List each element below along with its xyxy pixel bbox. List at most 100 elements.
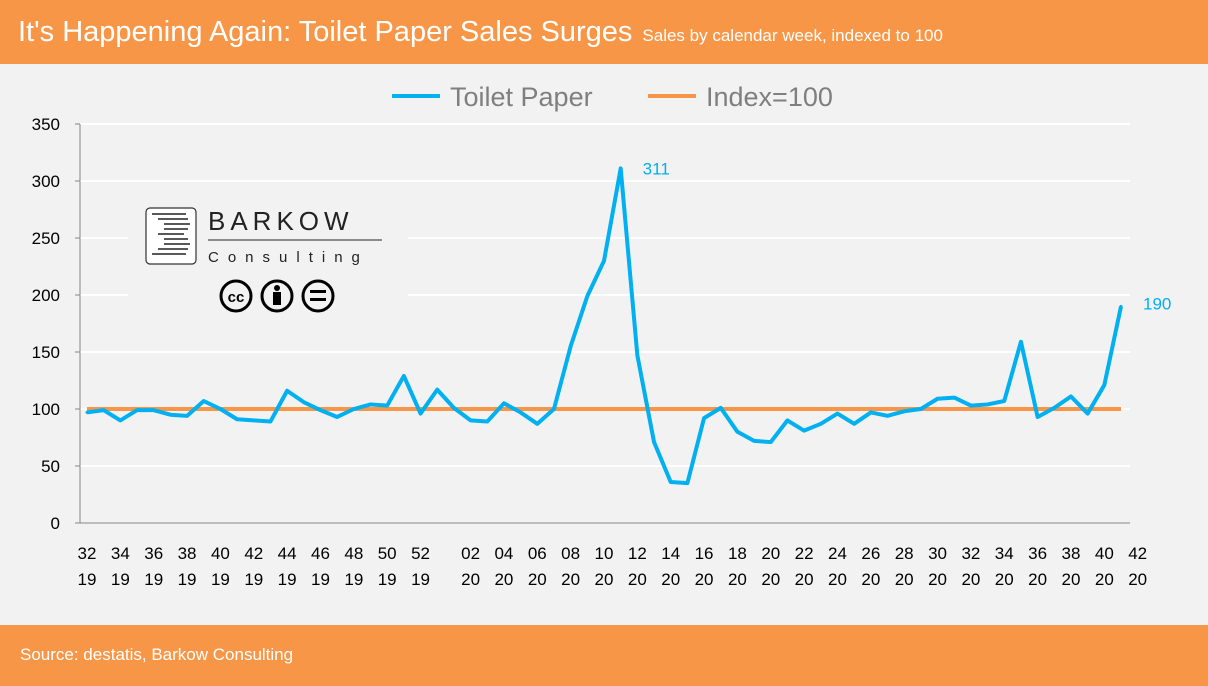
data-point (1002, 399, 1006, 403)
footer-source: Source: destatis, Barkow Consulting (0, 625, 1208, 686)
x-tick-label-week: 28 (895, 544, 914, 563)
x-tick-label-year: 20 (895, 570, 914, 589)
data-point (335, 415, 339, 419)
x-tick-label-week: 42 (244, 544, 263, 563)
data-point (135, 408, 139, 412)
x-tick-label-year: 20 (1095, 570, 1114, 589)
legend-label-toilet-paper: Toilet Paper (450, 82, 593, 112)
x-tick-label-year: 20 (494, 570, 513, 589)
y-tick-label: 100 (32, 400, 60, 419)
data-point (685, 481, 689, 485)
y-tick-label: 300 (32, 172, 60, 191)
data-point (385, 404, 389, 408)
x-tick-label-week: 38 (1062, 544, 1081, 563)
x-tick-label-week: 36 (1028, 544, 1047, 563)
data-point (202, 399, 206, 403)
x-tick-label-year: 20 (595, 570, 614, 589)
x-tick-label-week: 42 (1128, 544, 1147, 563)
data-point (1102, 383, 1106, 387)
legend: Toilet Paper Index=100 (392, 82, 833, 112)
x-tick-label-year: 20 (1128, 570, 1147, 589)
legend-label-index: Index=100 (706, 82, 833, 112)
data-point (235, 417, 239, 421)
x-tick-label-week: 44 (278, 544, 297, 563)
x-tick-label-year: 20 (461, 570, 480, 589)
y-tick-label: 0 (51, 514, 60, 533)
x-tick-label-year: 20 (661, 570, 680, 589)
data-point (852, 422, 856, 426)
by-attribution-icon (260, 279, 294, 313)
data-point (285, 389, 289, 393)
x-tick-label-week: 06 (528, 544, 547, 563)
x-tick-label-year: 19 (311, 570, 330, 589)
data-point (619, 166, 623, 170)
x-tick-label-week: 38 (178, 544, 197, 563)
x-tick-label-week: 26 (861, 544, 880, 563)
data-point (218, 407, 222, 411)
x-tick-label-week: 18 (728, 544, 747, 563)
data-point (419, 412, 423, 416)
data-point (819, 422, 823, 426)
data-point (1019, 340, 1023, 344)
x-tick-label-year: 20 (695, 570, 714, 589)
data-label: 190 (1143, 294, 1171, 313)
data-point (519, 410, 523, 414)
x-tick-label-year: 20 (928, 570, 947, 589)
data-point (752, 439, 756, 443)
x-tick-label-week: 20 (761, 544, 780, 563)
data-point (352, 407, 356, 411)
x-tick-label-week: 32 (78, 544, 97, 563)
x-tick-label-week: 10 (595, 544, 614, 563)
x-tick-label-week: 52 (411, 544, 430, 563)
data-point (785, 418, 789, 422)
x-tick-label-year: 19 (278, 570, 297, 589)
logo-name: BARKOW (208, 206, 354, 236)
x-tick-label-year: 20 (961, 570, 980, 589)
data-point (535, 422, 539, 426)
data-point (936, 397, 940, 401)
x-tick-label-year: 19 (144, 570, 163, 589)
y-tick-label: 200 (32, 286, 60, 305)
x-tick-label-week: 32 (961, 544, 980, 563)
x-tick-label-week: 36 (144, 544, 163, 563)
data-point (769, 440, 773, 444)
chart: 0501001502002503003503219341936193819401… (32, 82, 1187, 589)
x-tick-label-week: 30 (928, 544, 947, 563)
x-tick-label-week: 02 (461, 544, 480, 563)
data-point (735, 430, 739, 434)
x-tick-label-year: 20 (528, 570, 547, 589)
x-tick-label-year: 20 (561, 570, 580, 589)
cc-license-icons (219, 279, 335, 313)
data-point (435, 388, 439, 392)
chart-title: It's Happening Again: Toilet Paper Sales… (18, 15, 633, 48)
data-point (252, 418, 256, 422)
data-point (402, 374, 406, 378)
data-point (702, 416, 706, 420)
x-tick-label-year: 19 (111, 570, 130, 589)
x-tick-label-week: 12 (628, 544, 647, 563)
x-tick-label-year: 20 (1062, 570, 1081, 589)
data-point (85, 410, 89, 414)
x-tick-label-year: 20 (628, 570, 647, 589)
barkow-logo: BARKOW Consulting cc (128, 182, 408, 313)
x-tick-label-year: 19 (78, 570, 97, 589)
data-label: 311 (643, 159, 670, 178)
x-tick-label-year: 20 (761, 570, 780, 589)
data-point (302, 400, 306, 404)
data-point (1036, 415, 1040, 419)
data-point (502, 401, 506, 405)
data-point (552, 407, 556, 411)
data-point (569, 344, 573, 348)
x-tick-label-week: 04 (494, 544, 513, 563)
x-tick-label-week: 46 (311, 544, 330, 563)
data-point (1069, 394, 1073, 398)
chart-subtitle: Sales by calendar week, indexed to 100 (642, 26, 943, 45)
x-tick-label-year: 20 (728, 570, 747, 589)
x-tick-label-year: 19 (211, 570, 230, 589)
data-point (835, 412, 839, 416)
data-point (952, 396, 956, 400)
data-point (585, 294, 589, 298)
y-tick-label: 350 (32, 115, 60, 134)
data-point (118, 418, 122, 422)
x-tick-label-week: 48 (344, 544, 363, 563)
